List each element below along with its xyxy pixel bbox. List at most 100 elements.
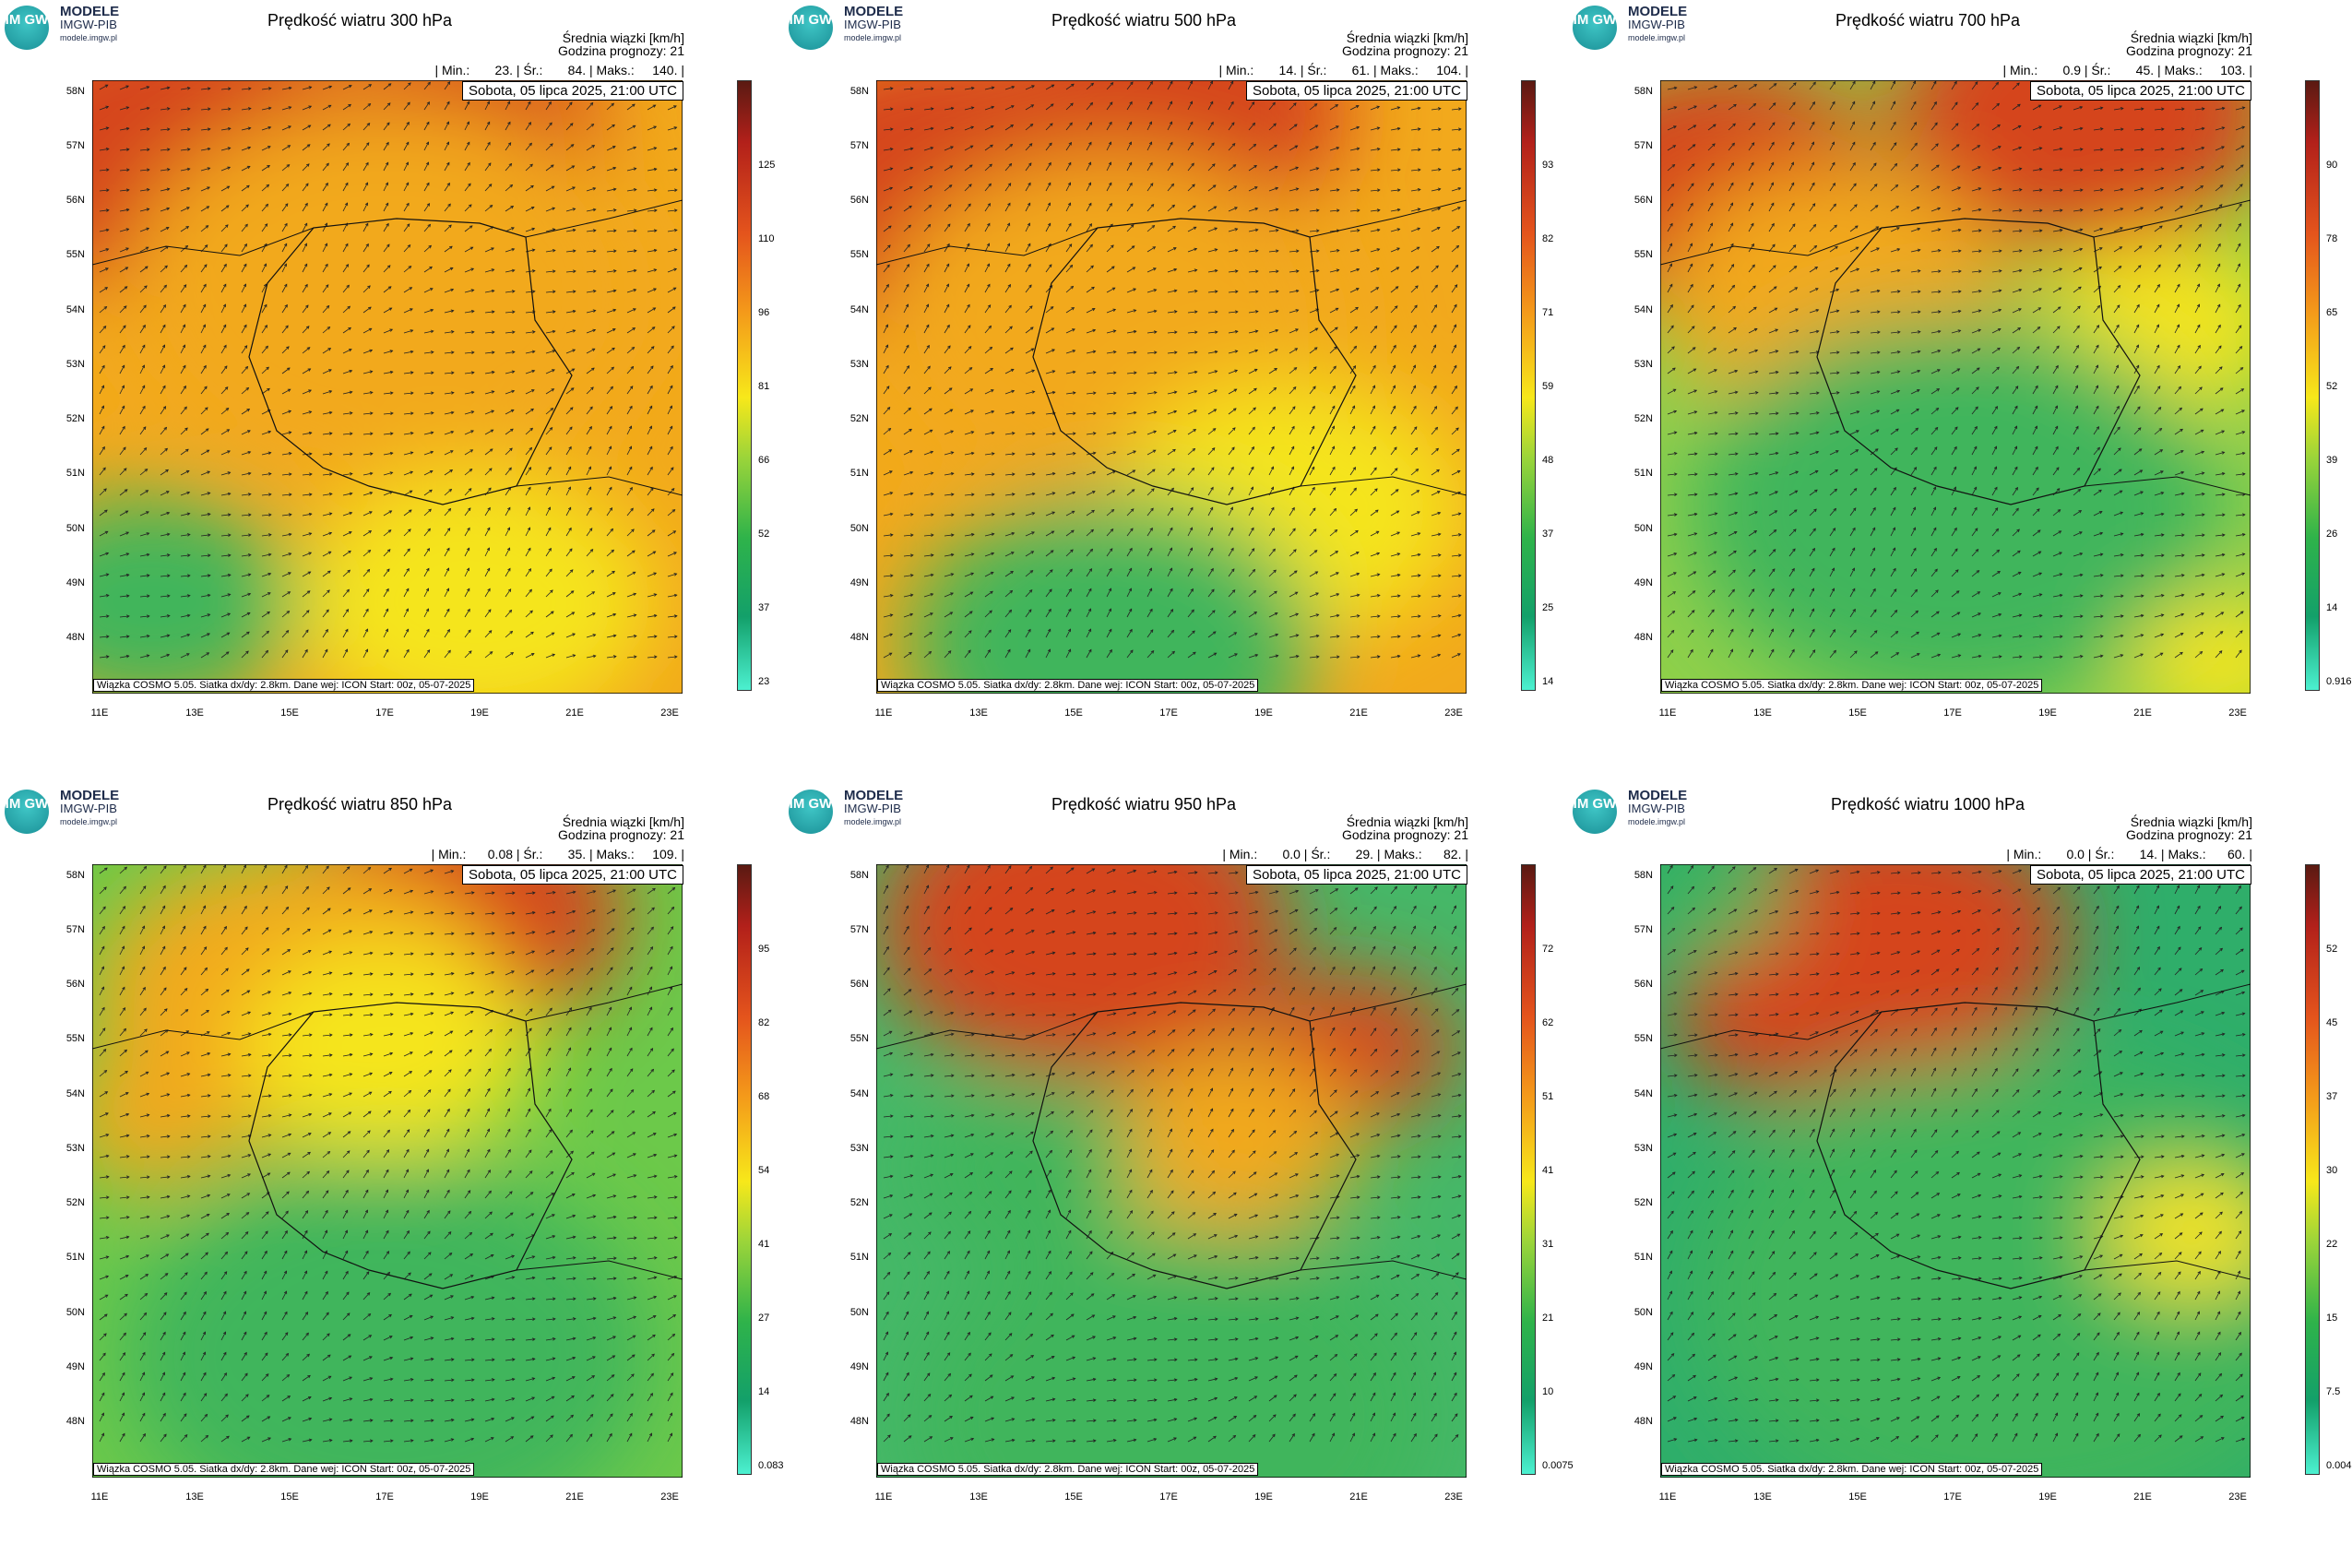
wind-arrowhead [349,492,353,496]
wind-arrow [1748,412,1758,415]
wind-arrowhead [286,611,291,614]
wind-arrow [2073,325,2080,334]
wind-arrow [586,102,593,111]
wind-arrow [464,310,474,314]
wind-arrow [119,595,129,598]
wind-arrow [1809,183,1815,192]
wind-arrowhead [1336,572,1339,576]
wind-arrow [342,124,350,131]
wind-arrow [2215,283,2220,293]
wind-arrow [1707,86,1717,90]
wind-arrowhead [425,161,430,166]
wind-arrow [1045,493,1055,496]
wind-arrowhead [947,366,952,370]
wind-arrow [903,167,913,172]
wind-arrowhead [2140,512,2144,516]
wind-arrow [444,567,449,577]
wind-arrow [1930,250,1941,253]
wind-arrowhead [146,574,150,577]
wind-arrowhead [2099,574,2104,577]
wind-arrow [1431,169,1441,172]
wind-arrowhead [552,269,556,273]
wind-arrow [545,506,551,517]
wind-arrow [1910,389,1920,395]
wind-arrowhead [551,632,555,636]
wind-arrow [1268,230,1278,232]
wind-arrow [444,141,449,151]
wind-arrowhead [1892,101,1896,105]
wind-arrow [2154,534,2164,537]
wind-arrowhead [308,532,313,536]
wind-arrowhead [1131,489,1135,493]
wind-arrowhead [185,448,189,453]
wind-arrowhead [1714,369,1717,373]
wind-arrowhead [569,569,574,573]
wind-arrow [322,532,332,537]
wind-arrow [903,386,910,395]
wind-arrowhead [1169,567,1173,572]
wind-arrow [1991,366,2000,374]
wind-arrowhead [1214,370,1218,374]
wind-arrowhead [1974,506,1978,511]
wind-arrow [2113,386,2120,395]
wind-arrowhead [186,491,191,495]
wind-arrowhead [1853,183,1857,187]
wind-arrow [984,473,994,476]
wind-arrowhead [1396,228,1401,232]
wind-arrowhead [325,202,328,207]
wind-arrowhead [1211,447,1216,451]
wind-arrowhead [208,533,211,537]
wind-arrowhead [2034,405,2038,410]
wind-arrowhead [1128,608,1133,612]
wind-arrowhead [247,430,251,434]
wind-arrow [1025,589,1033,598]
wind-arrow [1329,467,1336,476]
wind-arrowhead [1233,632,1238,636]
wind-arrow [2133,245,2143,253]
wind-arrowhead [284,283,288,288]
wind-arrowhead [1372,425,1376,430]
wind-arrow [984,630,992,638]
wind-arrow [525,389,535,395]
wind-arrow [220,612,231,618]
wind-arrow [1390,595,1400,598]
wind-arrowhead [1893,588,1897,592]
wind-arrow [362,550,371,557]
wind-arrow [626,308,636,314]
wind-arrow [1849,430,1859,435]
wind-arrowhead [2201,126,2205,131]
wind-arrowhead [407,548,410,552]
wind-arrow [964,184,972,192]
wind-arrowhead [428,508,432,513]
wind-arrow [99,509,108,517]
wind-arrow [281,223,288,232]
wind-arrowhead [447,507,452,512]
wind-arrow [1146,609,1153,618]
wind-arrowhead [207,613,211,617]
wind-arrowhead [1790,141,1795,146]
wind-arrowhead [1209,527,1213,531]
panel-info: Średnia wiązki [km/h] Godzina prognozy: 2… [558,31,684,57]
wind-arrowhead [408,266,412,269]
wind-arrow [200,633,210,638]
wind-arrowhead [633,268,637,273]
wind-arrow [1167,205,1175,212]
wind-arrow [505,447,513,456]
wind-arrow [1849,391,1859,395]
wind-arrow [1849,225,1859,232]
wind-arrow [1146,469,1156,476]
wind-arrowhead [654,208,658,213]
wind-arrowhead [1353,345,1358,350]
wind-arrowhead [1872,588,1876,592]
wind-arrowhead [567,506,572,511]
wind-arrow [667,446,673,456]
wind-arrow [1004,411,1015,415]
wind-arrow [2073,595,2083,598]
wind-arrowhead [653,268,658,272]
wind-arrow [1349,288,1360,293]
wind-arrowhead [486,547,490,552]
wind-arrow [1991,347,2001,354]
wind-arrow [1045,84,1054,90]
wind-arrow [1390,286,1399,293]
wind-arrowhead [1010,368,1015,373]
